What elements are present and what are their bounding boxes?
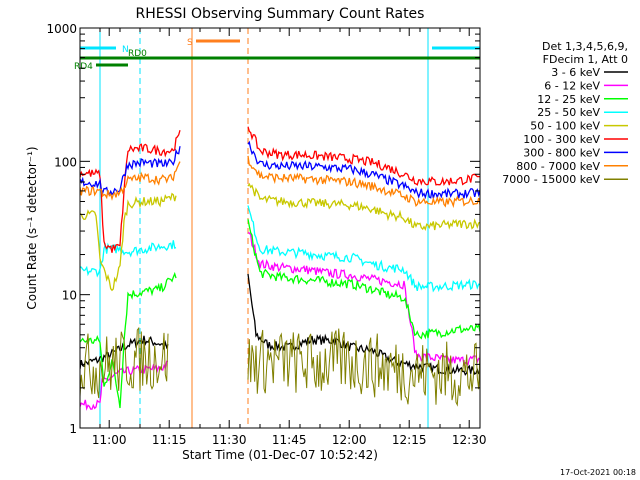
- legend-label-7: 800 - 7000 keV: [516, 160, 600, 173]
- state-bars: N S RD0 RD4: [74, 38, 480, 72]
- series-line-1-1: [247, 231, 480, 367]
- series-line-7-0: [80, 161, 181, 201]
- series-line-6-0: [80, 146, 181, 196]
- legend-label-2: 12 - 25 keV: [537, 93, 600, 106]
- series-line-8-1: [247, 328, 480, 407]
- series-line-5-0: [80, 130, 181, 253]
- series-line-2-0: [80, 271, 177, 409]
- x-tick-label-2: 11:30: [212, 433, 247, 447]
- y-tick-label-0: 1: [69, 422, 77, 436]
- x-tick-label-6: 12:30: [452, 433, 487, 447]
- x-tick-label-4: 12:00: [332, 433, 367, 447]
- y-tick-label-2: 100: [54, 155, 77, 169]
- x-axis-label: Start Time (01-Dec-07 10:52:42): [182, 448, 378, 462]
- y-axis-label: Count Rate (s⁻¹ detector⁻¹): [25, 146, 39, 309]
- legend-label-3: 25 - 50 keV: [537, 106, 600, 119]
- x-tick-label-5: 12:15: [392, 433, 427, 447]
- series-line-4-0: [80, 192, 177, 292]
- series-line-7-1: [247, 155, 480, 209]
- legend-label-8: 7000 - 15000 keV: [502, 173, 600, 186]
- legend-label-1: 6 - 12 keV: [544, 79, 600, 92]
- series-line-4-1: [247, 182, 480, 232]
- state-bar-label-S: S: [187, 38, 193, 48]
- state-bar-label-RD4: RD4: [74, 62, 93, 72]
- series-line-3-1: [247, 205, 480, 293]
- legend-label-4: 50 - 100 keV: [530, 120, 600, 133]
- series-line-3-0: [80, 240, 177, 278]
- x-tick-label-0: 11:00: [92, 433, 127, 447]
- y-tick-label-1: 10: [62, 289, 77, 303]
- series-line-5-1: [247, 126, 480, 187]
- legend-header-1: FDecim 1, Att 0: [543, 53, 628, 66]
- legend-label-5: 100 - 300 keV: [523, 133, 600, 146]
- legend: Det 1,3,4,5,6,9,FDecim 1, Att 03 - 6 keV…: [502, 40, 628, 186]
- legend-label-0: 3 - 6 keV: [551, 66, 600, 79]
- x-tick-label-3: 11:45: [272, 433, 307, 447]
- legend-label-6: 300 - 800 keV: [523, 146, 600, 159]
- axis-ticks: 11:00 11:15 11:30 11:45 12:00 12:15 12:30 1 10 10…: [46, 22, 486, 447]
- series-line-2-1: [247, 219, 480, 340]
- legend-header-0: Det 1,3,4,5,6,9,: [542, 40, 628, 53]
- x-tick-label-1: 11:15: [152, 433, 187, 447]
- state-bar-label-RD0: RD0: [128, 49, 147, 59]
- series-line-6-1: [247, 140, 480, 200]
- timestamp: 17-Oct-2021 00:18: [560, 468, 636, 477]
- series-line-1-0: [80, 360, 169, 411]
- state-bar-label-N: N: [122, 45, 129, 55]
- series-group: [80, 126, 480, 411]
- y-tick-label-3: 1000: [46, 22, 77, 36]
- series-line-8-0: [80, 326, 169, 399]
- chart-title: RHESSI Observing Summary Count Rates: [136, 6, 425, 22]
